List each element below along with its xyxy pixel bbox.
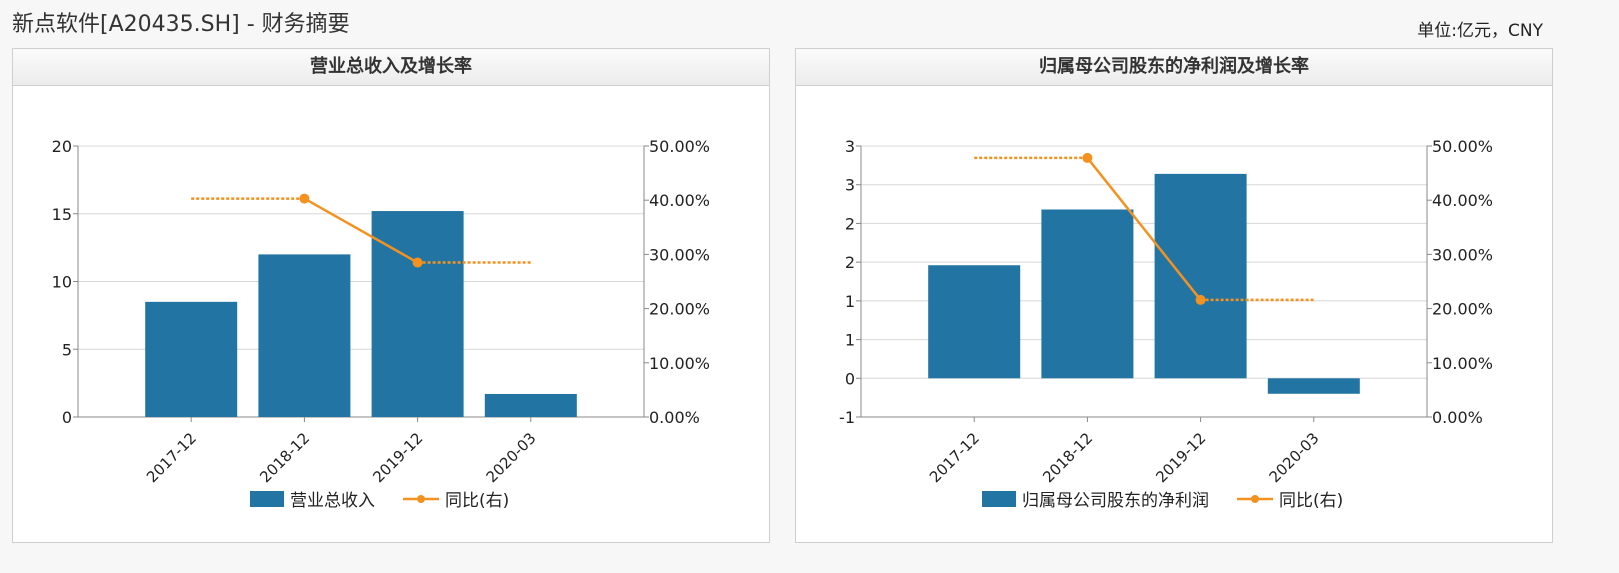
x-axis-tick-label: 2020-03 (1266, 429, 1323, 486)
yoy-line-segment (1086, 157, 1202, 301)
legend-line-label: 同比(右) (1279, 491, 1343, 511)
left-axis-tick-label: -1 (839, 408, 855, 427)
right-axis-tick-label: 40.00% (649, 191, 710, 210)
legend-line-label: 同比(右) (445, 491, 509, 511)
legend-line-marker (417, 495, 425, 503)
legend-line-marker (1251, 495, 1259, 503)
left-axis-tick-label: 20 (52, 137, 72, 156)
x-axis-tick-label: 2017-12 (143, 429, 200, 486)
left-axis-tick-label: 15 (52, 205, 72, 224)
profit-chart: 3 3 2 2 1 1 0 -1 50.00% 40.00% 30.00% 20.00% 10.00% 0… (839, 137, 1493, 511)
legend-bar-label: 营业总收入 (290, 491, 375, 511)
bar-2019-12 (1154, 173, 1247, 379)
x-axis-tick-label: 2019-12 (369, 429, 426, 486)
profit-chart-panel: 归属母公司股东的净利润及增长率 3 3 2 2 1 1 0 -1 50.00% 40.00% 30.… (795, 48, 1553, 543)
bar-2020-03 (1267, 378, 1360, 394)
bar-2017-12 (145, 301, 238, 417)
left-axis-tick-label: 0 (62, 408, 72, 427)
x-axis-tick-label: 2018-12 (256, 429, 313, 486)
bar-2018-12 (1041, 209, 1134, 379)
left-axis-tick-label: 2 (845, 253, 855, 272)
bar-2018-12 (258, 254, 351, 417)
profit-chart-title: 归属母公司股东的净利润及增长率 (796, 49, 1552, 86)
left-axis-tick-label: 1 (845, 292, 855, 311)
right-axis-tick-label: 50.00% (649, 137, 710, 156)
right-axis-tick-label: 10.00% (649, 354, 710, 373)
left-axis-tick-label: 10 (52, 273, 72, 292)
page-title: 新点软件[A20435.SH] - 财务摘要 (12, 12, 350, 37)
legend-bar-label: 归属母公司股东的净利润 (1022, 491, 1209, 511)
right-axis-tick-label: 0.00% (1432, 408, 1483, 427)
bar-2017-12 (928, 265, 1021, 379)
revenue-chart-title: 营业总收入及增长率 (13, 49, 769, 86)
left-axis-tick-label: 2 (845, 214, 855, 233)
left-axis-tick-label: 3 (845, 137, 855, 156)
right-axis-tick-label: 10.00% (1432, 354, 1493, 373)
right-axis-tick-label: 30.00% (649, 245, 710, 264)
yoy-point-2019-12 (1195, 294, 1206, 305)
x-axis-tick-label: 2018-12 (1039, 429, 1096, 486)
legend-bar-swatch (250, 491, 284, 507)
x-axis-tick-label: 2020-03 (483, 429, 540, 486)
right-axis-tick-label: 50.00% (1432, 137, 1493, 156)
bar-2020-03 (484, 393, 577, 417)
revenue-chart: 20 15 10 5 0 50.00% 40.00% 30.00% 20.00% 10.00% 0.… (52, 137, 710, 511)
x-axis-tick-label: 2019-12 (1152, 429, 1209, 486)
bar-2019-12 (371, 211, 464, 417)
x-axis-tick-label: 2017-12 (926, 429, 983, 486)
right-axis-tick-label: 20.00% (649, 300, 710, 319)
legend-bar-swatch (982, 491, 1016, 507)
yoy-point-2019-12 (412, 257, 423, 268)
yoy-point-2018-12 (299, 193, 310, 204)
right-axis-tick-label: 20.00% (1432, 300, 1493, 319)
yoy-line-segment (303, 197, 419, 264)
right-axis-tick-label: 30.00% (1432, 245, 1493, 264)
right-axis-tick-label: 0.00% (649, 408, 700, 427)
revenue-chart-panel: 营业总收入及增长率 20 15 10 5 0 50.00% 40.00% 30.00% 20.0… (12, 48, 770, 543)
left-axis-tick-label: 0 (845, 369, 855, 388)
left-axis-tick-label: 5 (62, 340, 72, 359)
right-axis-tick-label: 40.00% (1432, 191, 1493, 210)
yoy-point-2018-12 (1082, 152, 1093, 163)
left-axis-tick-label: 3 (845, 176, 855, 195)
left-axis-tick-label: 1 (845, 331, 855, 350)
unit-label: 单位:亿元，CNY (1417, 21, 1543, 41)
